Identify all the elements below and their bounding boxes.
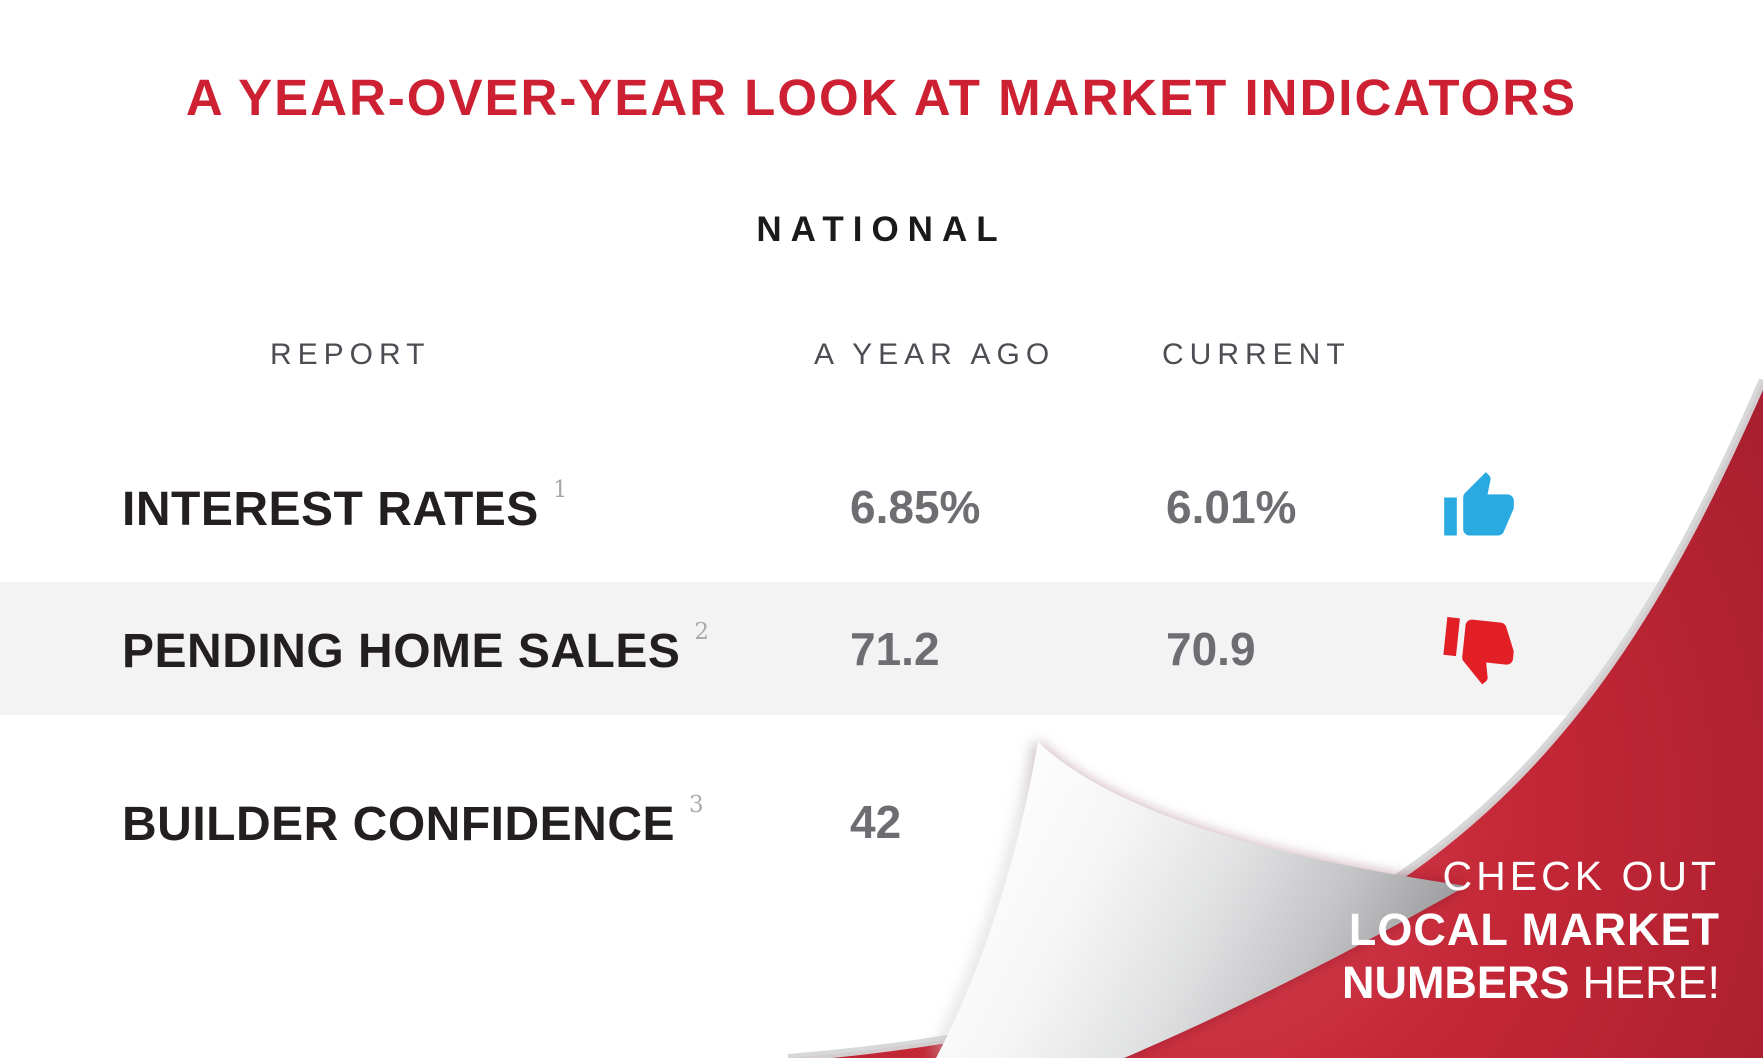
row-label: PENDING HOME SALES 2: [122, 619, 709, 679]
row-label-text: INTEREST RATES: [122, 483, 539, 536]
cta-line2: LOCAL MARKET: [1348, 904, 1720, 955]
year-ago-value: 42: [850, 796, 902, 848]
column-header-year-ago: A YEAR AGO: [814, 338, 1056, 371]
table-row-pending-home-sales: PENDING HOME SALES 2 71.2 70.9: [0, 582, 1763, 715]
column-header-current: CURRENT: [1162, 338, 1351, 371]
cta-line3-rest: HERE!: [1582, 957, 1720, 1008]
thumbs-up-icon: [1444, 472, 1514, 536]
footnote-marker: 2: [694, 618, 710, 645]
cta-line3-bold: NUMBERS: [1341, 957, 1570, 1008]
thumbs-down-icon: [1443, 616, 1514, 684]
column-header-report: REPORT: [270, 338, 431, 371]
current-value: 70.9: [1166, 622, 1256, 675]
section-heading-national: NATIONAL: [756, 210, 1007, 249]
year-ago-value: 71.2: [850, 622, 940, 675]
cta-line3: NUMBERS HERE!: [1342, 956, 1720, 1009]
row-label: INTEREST RATES 1: [122, 477, 567, 537]
footnote-marker: 3: [689, 792, 704, 818]
local-market-cta[interactable]: CHECK OUT LOCAL MARKET NUMBERS HERE!: [1342, 850, 1720, 1009]
table-row-interest-rates: INTEREST RATES 1 6.85% 6.01%: [0, 462, 1763, 552]
row-label-text: PENDING HOME SALES: [122, 624, 681, 678]
row-label: BUILDER CONFIDENCE 3: [122, 792, 704, 852]
table-column-headers: REPORT A YEAR AGO CURRENT: [0, 338, 1763, 378]
page-title: A YEAR-OVER-YEAR LOOK AT MARKET INDICATO…: [185, 69, 1578, 126]
year-ago-value: 6.85%: [850, 481, 981, 533]
row-label-text: BUILDER CONFIDENCE: [122, 798, 676, 851]
footnote-marker: 1: [552, 477, 568, 503]
cta-line1: CHECK OUT: [1442, 853, 1720, 899]
current-value: 6.01%: [1166, 481, 1297, 533]
